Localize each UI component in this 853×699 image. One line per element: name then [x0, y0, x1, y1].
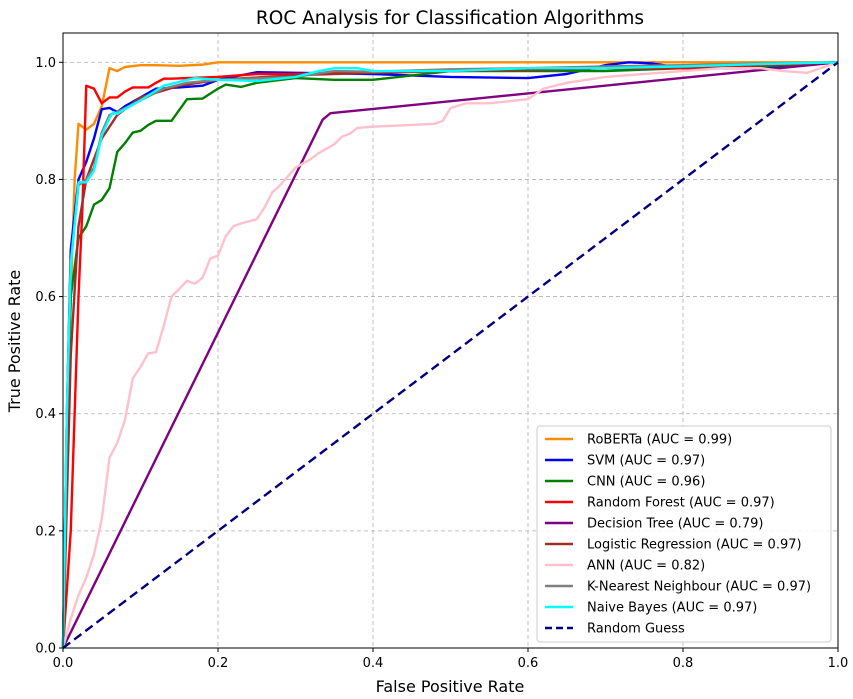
legend-label-4: Decision Tree (AUC = 0.79): [587, 517, 763, 532]
axis-ticks: 0.0 0.2 0.4 0.6 0.8 1.0 0.0 0.2 0.4 0.6 0.8 1.0: [35, 56, 848, 671]
legend-label-6: ANN (AUC = 0.82): [587, 559, 705, 574]
x-tick-label-5: 1.0: [828, 656, 849, 671]
series-line-6: [61, 61, 839, 649]
legend-box: [536, 425, 832, 643]
x-axis-title: False Positive Rate: [376, 677, 525, 696]
series-lines: [61, 61, 839, 649]
y-tick-label-2: 0.4: [35, 407, 56, 422]
legend-label-5: Logistic Regression (AUC = 0.97): [587, 538, 802, 553]
series-line-8: [61, 61, 839, 649]
legend-label-7: K-Nearest Neighbour (AUC = 0.97): [587, 580, 811, 595]
y-tick-label-4: 0.8: [35, 173, 56, 188]
y-tick-label-0: 0.0: [35, 642, 56, 657]
x-tick-label-1: 0.2: [208, 656, 229, 671]
y-tick-label-3: 0.6: [35, 290, 56, 305]
legend-label-9: Random Guess: [587, 622, 685, 637]
y-axis-title: True Positive Rate: [5, 270, 24, 414]
legend-label-3: Random Forest (AUC = 0.97): [587, 496, 775, 511]
legend-label-2: CNN (AUC = 0.96): [587, 475, 705, 490]
series-line-9: [62, 61, 839, 649]
legend: RoBERTa (AUC = 0.99) SVM (AUC = 0.97) CNN …: [536, 425, 832, 643]
x-tick-label-3: 0.6: [518, 656, 539, 671]
series-line-4: [61, 61, 839, 649]
legend-label-0: RoBERTa (AUC = 0.99): [587, 433, 732, 448]
legend-label-8: Naive Bayes (AUC = 0.97): [587, 601, 757, 616]
series-line-1: [61, 61, 839, 649]
series-line-0: [61, 61, 838, 649]
legend-label-1: SVM (AUC = 0.97): [587, 454, 705, 469]
x-tick-label-2: 0.4: [363, 656, 384, 671]
y-tick-label-1: 0.2: [35, 524, 56, 539]
y-tick-label-5: 1.0: [35, 56, 56, 71]
x-tick-label-4: 0.8: [673, 656, 694, 671]
x-tick-label-0: 0.0: [53, 656, 74, 671]
chart-title: ROC Analysis for Classification Algorith…: [256, 8, 644, 29]
plot-frame: [62, 32, 839, 649]
